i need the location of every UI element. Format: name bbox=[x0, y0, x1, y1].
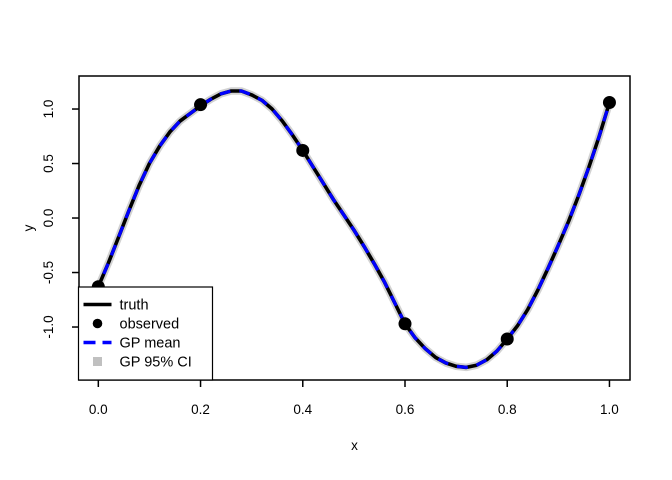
y-axis-tick-label: 1.0 bbox=[41, 100, 56, 119]
legend-item-label: observed bbox=[120, 317, 180, 333]
observed-point bbox=[398, 317, 412, 331]
y-axis-tick-label: 0.0 bbox=[41, 209, 56, 228]
axis-title-y: y bbox=[21, 224, 36, 231]
x-axis-tick-label: 1.0 bbox=[600, 402, 619, 417]
x-axis-tick-label: 0.6 bbox=[396, 402, 415, 417]
y-axis-tick-label: -0.5 bbox=[41, 261, 56, 284]
x-axis-tick-label: 0.0 bbox=[89, 402, 108, 417]
plot-box bbox=[78, 75, 631, 381]
legend-item-label: GP mean bbox=[120, 336, 181, 352]
legend-swatch-point bbox=[92, 318, 103, 329]
observed-point bbox=[500, 332, 514, 346]
legend-swatch-square bbox=[93, 357, 102, 366]
observed-point bbox=[296, 143, 310, 157]
gp-mean-curve bbox=[96, 89, 612, 369]
x-axis-tick-label: 0.8 bbox=[498, 402, 517, 417]
y-axis-tick-label: 0.5 bbox=[41, 154, 56, 173]
x-axis-tick-label: 0.2 bbox=[191, 402, 210, 417]
legend-item-label: truth bbox=[120, 298, 149, 314]
axis-title-x: x bbox=[351, 438, 358, 453]
legend-item-label: GP 95% CI bbox=[120, 355, 192, 371]
plot-area: 0.0 0.2 0.4 0.6 0.8 1.0 -1.0 -0.5 0.0 0.5 1.0 truth… bbox=[41, 75, 631, 417]
observed-point bbox=[602, 95, 616, 109]
y-axis-tick-label: -1.0 bbox=[41, 315, 56, 338]
x-axis-tick-label: 0.4 bbox=[293, 402, 312, 417]
observed-point bbox=[194, 98, 208, 112]
